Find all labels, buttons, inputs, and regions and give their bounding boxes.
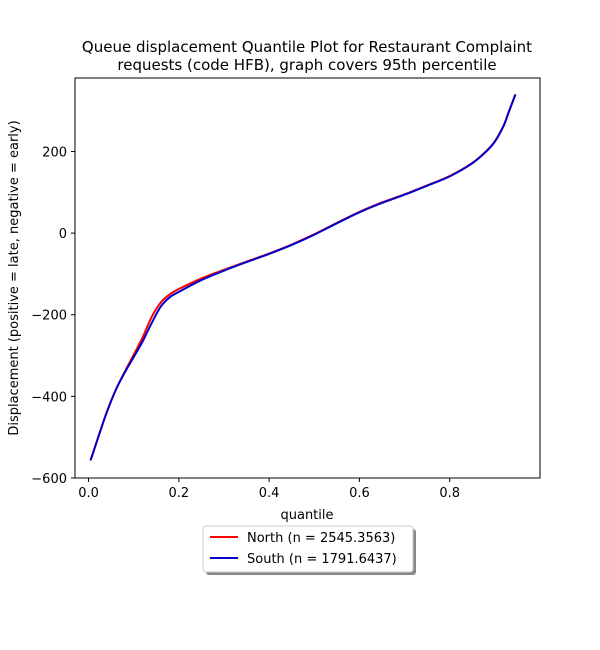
x-tick-label: 0.2 xyxy=(168,486,189,501)
x-tick-label: 0.0 xyxy=(78,486,99,501)
plot-frame xyxy=(74,77,541,479)
y-tick-label: 0 xyxy=(59,227,67,242)
legend-label-south: South (n = 1791.6437) xyxy=(247,552,397,567)
y-axis: −600 −400 −200 0 200 xyxy=(31,145,75,487)
x-axis: 0.0 0.2 0.4 0.6 0.8 xyxy=(78,478,460,501)
legend-box xyxy=(202,525,414,573)
y-tick-label: −200 xyxy=(31,309,67,324)
x-axis-label: quantile xyxy=(280,508,333,523)
legend-label-north: North (n = 2545.3563) xyxy=(247,531,395,546)
plot-area xyxy=(89,94,517,461)
x-tick-label: 0.8 xyxy=(439,486,460,501)
y-tick-label: 200 xyxy=(42,145,67,160)
x-tick-label: 0.4 xyxy=(259,486,280,501)
series-line-south xyxy=(89,94,517,461)
y-axis-label: Displacement (positive = late, negative … xyxy=(7,120,22,435)
chart-title-line-2: requests (code HFB), graph covers 95th p… xyxy=(117,56,496,74)
x-tick-label: 0.6 xyxy=(349,486,370,501)
legend: North (n = 2545.3563) South (n = 1791.64… xyxy=(202,525,416,575)
chart-title-line-1: Queue displacement Quantile Plot for Res… xyxy=(82,38,532,56)
y-tick-label: −600 xyxy=(31,472,67,487)
y-tick-label: −400 xyxy=(31,390,67,405)
